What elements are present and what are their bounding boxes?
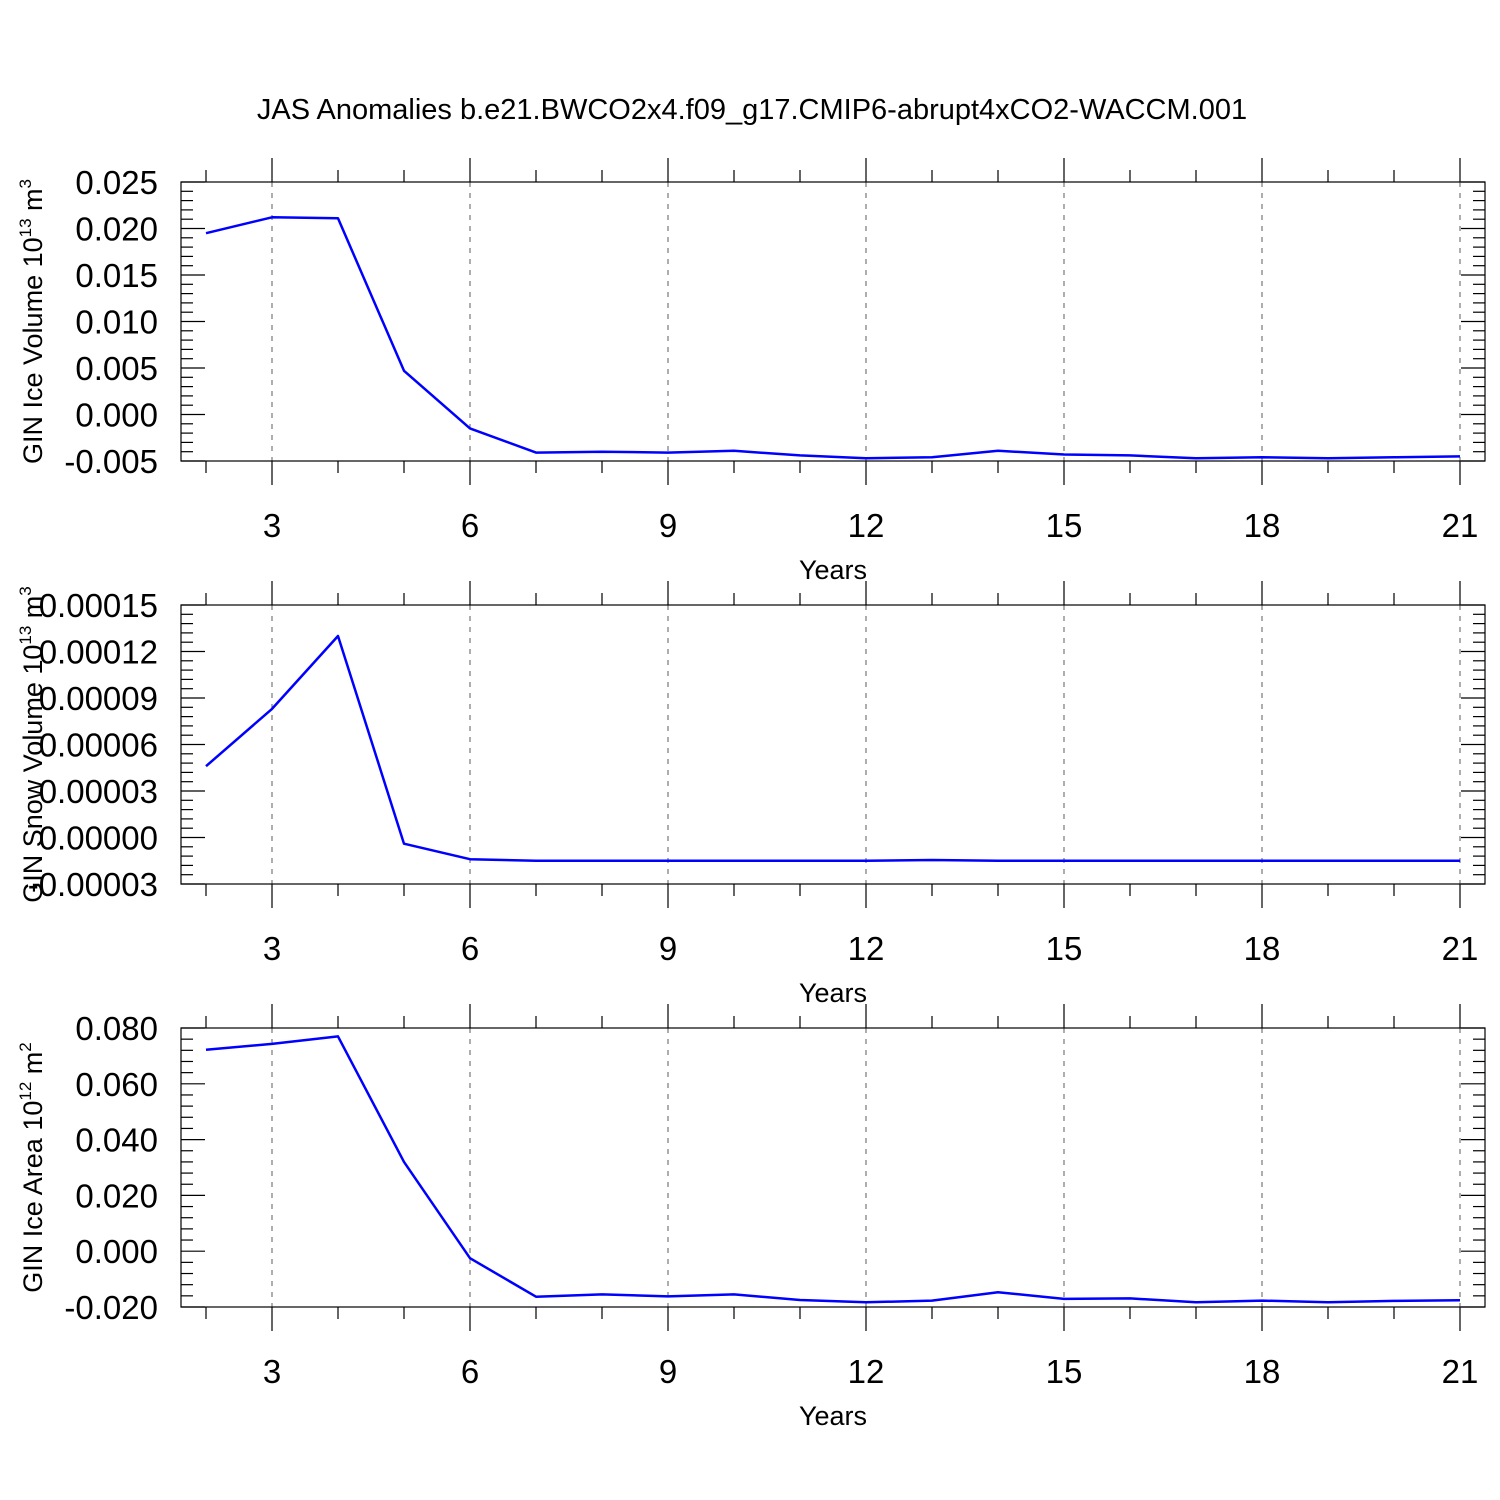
y-tick-label: 0.080 [75, 1010, 158, 1047]
x-tick-label: 18 [1244, 507, 1281, 544]
panel-3: 3 6 9 12 15 18 21 -0.020 0.000 0.020 0.040 0.060 0.0… [16, 1004, 1486, 1431]
y-tick-label: 0.010 [75, 304, 158, 341]
y-axis-label: GIN Ice Area 1012 m2 [16, 1042, 48, 1293]
y-tick-label: 0.000 [75, 397, 158, 434]
x-tick-label: 15 [1046, 930, 1083, 967]
y-tick-label: 0.00012 [39, 634, 158, 671]
series-line [205, 216, 1461, 460]
y-axis-label: GIN Ice Volume 1013 m3 [16, 179, 48, 464]
y-tick-label: 0.005 [75, 350, 158, 387]
plot-frame [180, 1027, 1486, 1308]
x-tick-label: 18 [1244, 1353, 1281, 1390]
y-tick-label: 0.020 [75, 211, 158, 248]
x-axis-label: Years [799, 1401, 867, 1431]
x-tick-label: 3 [263, 930, 281, 967]
x-tick-label: 12 [848, 930, 885, 967]
x-tick-label: 15 [1046, 507, 1083, 544]
y-tick-label: 0.015 [75, 257, 158, 294]
y-tick-label: 0.060 [75, 1066, 158, 1103]
x-tick-label: 6 [461, 1353, 479, 1390]
chart-title: JAS Anomalies b.e21.BWCO2x4.f09_g17.CMIP… [257, 94, 1247, 126]
y-tick-label: 0.00003 [39, 773, 158, 810]
x-tick-label: 21 [1442, 507, 1479, 544]
y-tick-label: -0.020 [64, 1289, 158, 1326]
y-tick-label: 0.00015 [39, 587, 158, 624]
x-tick-label: 18 [1244, 930, 1281, 967]
x-tick-label: 12 [848, 507, 885, 544]
x-tick-label: 21 [1442, 1353, 1479, 1390]
x-tick-label: 6 [461, 507, 479, 544]
panel-1: 3 6 9 12 15 18 21 -0.005 0.000 0.005 0.010 0.015 0.0… [16, 158, 1486, 585]
series-line [205, 1035, 1461, 1304]
plot-frame [180, 604, 1486, 885]
x-tick-label: 9 [659, 1353, 677, 1390]
y-tick-label: 0.000 [75, 1233, 158, 1270]
y-tick-label: -0.00003 [28, 866, 158, 903]
x-tick-label: 3 [263, 507, 281, 544]
x-axis-label: Years [799, 555, 867, 585]
series-line [205, 634, 1460, 863]
y-tick-label: 0.020 [75, 1177, 158, 1214]
x-tick-label: 6 [461, 930, 479, 967]
x-tick-label: 3 [263, 1353, 281, 1390]
x-tick-label: 9 [659, 930, 677, 967]
y-tick-label: 0.00006 [39, 727, 158, 764]
x-tick-label: 9 [659, 507, 677, 544]
plot-frame [180, 181, 1486, 462]
x-tick-label: 15 [1046, 1353, 1083, 1390]
y-tick-label: 0.025 [75, 164, 158, 201]
y-tick-label: 0.00009 [39, 680, 158, 717]
x-tick-label: 21 [1442, 930, 1479, 967]
y-axis-label: GIN Snow Volume 1013 m3 [16, 586, 48, 903]
panel-2: 3 6 9 12 15 18 21 -0.00003 0.00000 0.00003 0.00006… [16, 581, 1486, 1008]
y-tick-label: -0.005 [64, 443, 158, 480]
y-tick-label: 0.00000 [39, 820, 158, 857]
y-tick-label: 0.040 [75, 1122, 158, 1159]
x-tick-label: 12 [848, 1353, 885, 1390]
x-axis-label: Years [799, 978, 867, 1008]
